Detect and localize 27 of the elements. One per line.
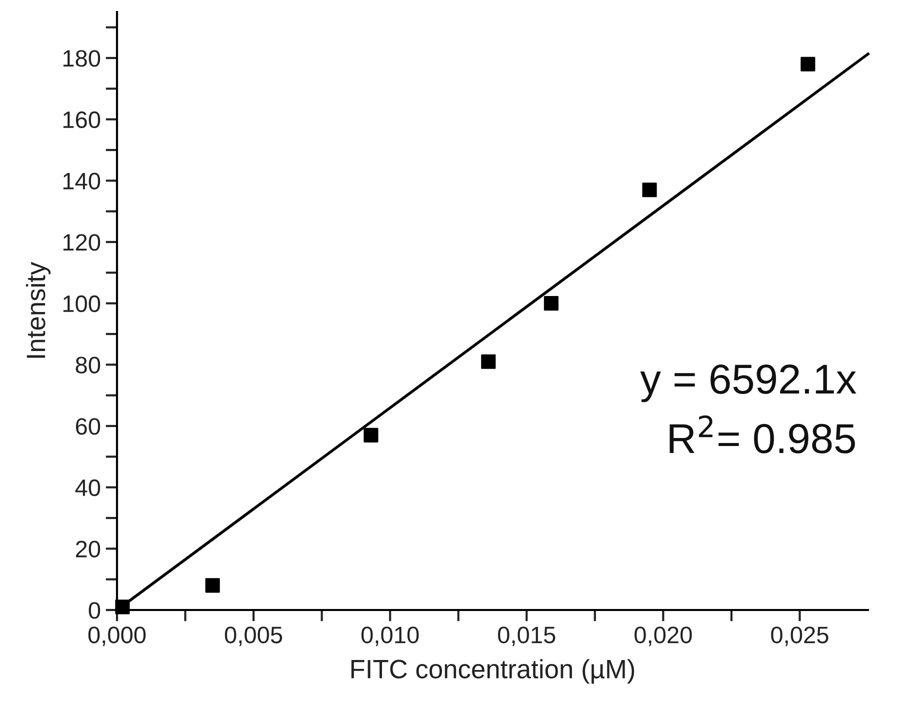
- y-tick-label: 180: [63, 50, 100, 67]
- point: [205, 578, 220, 593]
- y-axis-title: Intensity: [26, 262, 51, 358]
- x-tick-label: 0,005: [224, 626, 282, 646]
- x-tick-label: 0,015: [498, 626, 556, 646]
- y-tick-label: 140: [63, 172, 100, 190]
- point: [800, 56, 816, 72]
- y-tick-label: 120: [63, 234, 100, 251]
- x-tick-label: 0,010: [361, 626, 419, 646]
- x-axis-title: FITC concentration (µM): [351, 659, 634, 684]
- y-tick-label: 60: [76, 418, 100, 435]
- annotation: y = 6592.1x: [640, 364, 856, 402]
- x-tick-label: 0,000: [88, 626, 146, 646]
- x-tick-label: 0,025: [771, 626, 828, 646]
- point: [544, 296, 558, 311]
- point: [115, 600, 130, 614]
- y-tick-label: 80: [76, 356, 100, 374]
- point: [481, 354, 496, 369]
- y-tick-label: 100: [63, 295, 100, 312]
- x-tick-label: 0,020: [634, 626, 692, 646]
- point: [364, 428, 378, 442]
- y-tick-label: 160: [63, 111, 100, 128]
- annotation: R$^{2}$= 0.985: [670, 415, 855, 454]
- y-tick-label: 20: [76, 540, 100, 558]
- y-tick-label: 40: [75, 479, 100, 496]
- y-tick-label: 0: [88, 602, 100, 619]
- point: [642, 182, 657, 198]
